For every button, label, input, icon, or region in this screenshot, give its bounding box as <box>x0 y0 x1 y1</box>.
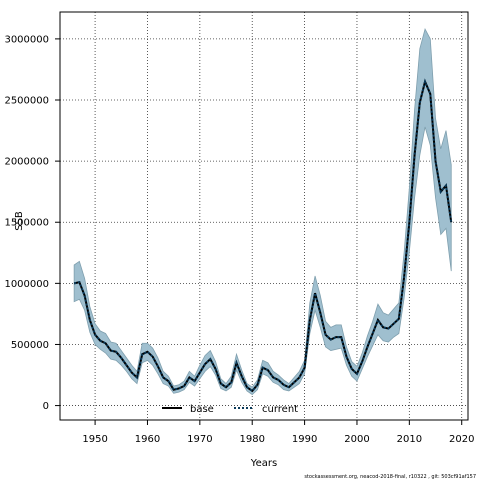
legend-base-label: base <box>190 404 214 415</box>
grid-lines <box>60 12 468 420</box>
x-axis-title: Years <box>250 458 277 469</box>
x-tick-label: 1950 <box>82 434 107 445</box>
plot-frame <box>59 11 469 421</box>
y-tick-label: 2000000 <box>4 157 49 168</box>
x-tick-label: 2010 <box>397 434 422 445</box>
y-axis-title: SSB <box>14 211 25 231</box>
y-tick-label: 1000000 <box>4 279 49 290</box>
x-tick-label: 1990 <box>292 434 317 445</box>
x-axis-ticks: 1950 1960 1970 1980 1990 2000 2010 2020 <box>82 420 474 445</box>
series-line-current <box>73 78 453 393</box>
x-tick-label: 2000 <box>344 434 369 445</box>
confidence-band-layer <box>73 28 452 396</box>
y-tick-label: 3000000 <box>4 34 49 45</box>
confidence-band <box>73 28 452 396</box>
y-tick-label: 2500000 <box>4 96 49 107</box>
x-tick-label: 2020 <box>449 434 474 445</box>
legend: base current <box>162 404 298 415</box>
x-tick-label: 1970 <box>187 434 212 445</box>
y-tick-label: 500000 <box>11 340 49 351</box>
x-tick-label: 1960 <box>135 434 160 445</box>
series-lines-layer <box>73 78 453 393</box>
y-tick-label: 1500000 <box>4 218 49 229</box>
x-tick-label: 1980 <box>239 434 264 445</box>
legend-current-label: current <box>262 404 298 415</box>
y-tick-label: 0 <box>43 401 49 412</box>
y-axis-ticks: 0 500000 1000000 1500000 2000000 2500000 30000… <box>4 34 60 412</box>
footer-caption: stockassessment.org, neacod-2018-final, … <box>304 474 476 480</box>
